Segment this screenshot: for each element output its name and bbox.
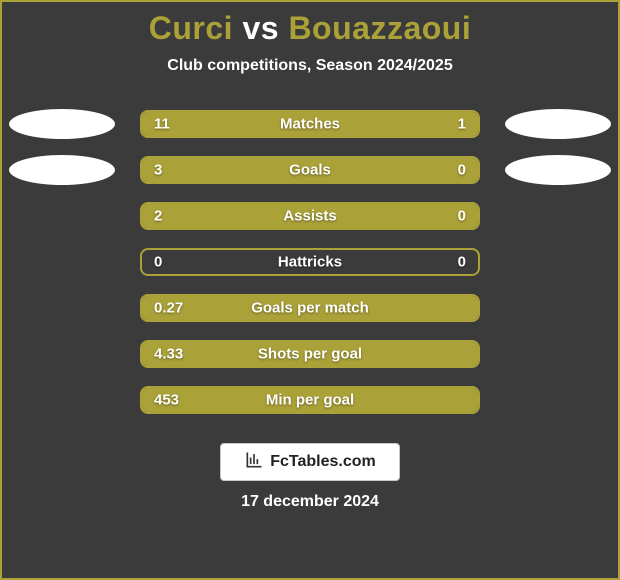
stat-bar: 0.27Goals per match [140,294,480,322]
main-title: Curci vs Bouazzaoui [2,10,618,47]
team-logo-left [9,109,115,139]
stat-label: Min per goal [142,392,478,409]
comparison-card: Curci vs Bouazzaoui Club competitions, S… [0,0,620,580]
team-logo-left [9,155,115,185]
stat-bar: 00Hattricks [140,248,480,276]
stat-label: Assists [142,208,478,225]
stat-row: 0.27Goals per match [2,285,618,331]
stat-label: Matches [142,116,478,133]
chart-icon [244,450,264,475]
team-logo-right [505,155,611,185]
stat-row: 20Assists [2,193,618,239]
stat-bar: 4.33Shots per goal [140,340,480,368]
date-text: 17 december 2024 [2,493,618,511]
stat-label: Goals [142,162,478,179]
stat-row: 111Matches [2,101,618,147]
stat-row: 30Goals [2,147,618,193]
stat-label: Shots per goal [142,346,478,363]
brand-text: FcTables.com [270,453,376,471]
stat-label: Hattricks [142,254,478,271]
stat-row: 453Min per goal [2,377,618,423]
stat-bar: 111Matches [140,110,480,138]
player2-name: Bouazzaoui [288,10,471,46]
stat-row: 00Hattricks [2,239,618,285]
brand-badge[interactable]: FcTables.com [220,443,400,481]
stat-bar: 30Goals [140,156,480,184]
stat-label: Goals per match [142,300,478,317]
vs-text: vs [242,10,279,46]
stat-rows: 111Matches 30Goals 20Assists 00Hattricks 0.2… [2,101,618,423]
player1-name: Curci [149,10,233,46]
stat-bar: 453Min per goal [140,386,480,414]
stat-row: 4.33Shots per goal [2,331,618,377]
team-logo-right [505,109,611,139]
subtitle: Club competitions, Season 2024/2025 [2,57,618,75]
stat-bar: 20Assists [140,202,480,230]
